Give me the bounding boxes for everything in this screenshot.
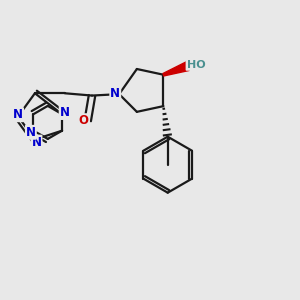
Text: N: N [110, 87, 120, 100]
Text: N: N [13, 108, 23, 121]
Polygon shape [163, 62, 189, 76]
Text: O: O [79, 114, 89, 127]
Text: N: N [60, 106, 70, 119]
Text: N: N [26, 126, 36, 139]
Text: HO: HO [187, 60, 205, 70]
Text: N: N [32, 136, 41, 148]
